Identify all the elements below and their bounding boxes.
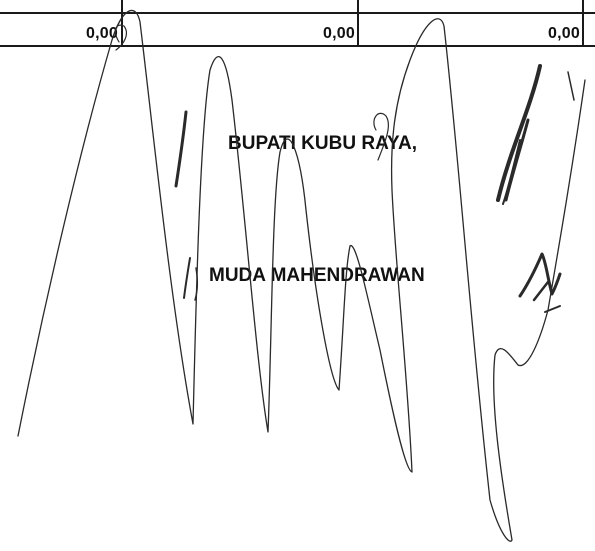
table-cell-value: 0,00	[323, 25, 355, 42]
table-cell-value: 0,00	[86, 25, 118, 42]
table-column-divider	[582, 0, 584, 47]
table-top-border	[0, 12, 595, 14]
table-cell-value: 0,00	[548, 25, 580, 42]
signer-name: MUDA MAHENDRAWAN	[209, 265, 425, 286]
signer-title: BUPATI KUBU RAYA,	[228, 133, 417, 154]
table-column-divider	[121, 0, 123, 47]
table-bottom-border	[0, 45, 595, 47]
table-column-divider	[357, 0, 359, 47]
budget-table-fragment: 0,00 0,00 0,00	[0, 0, 595, 48]
